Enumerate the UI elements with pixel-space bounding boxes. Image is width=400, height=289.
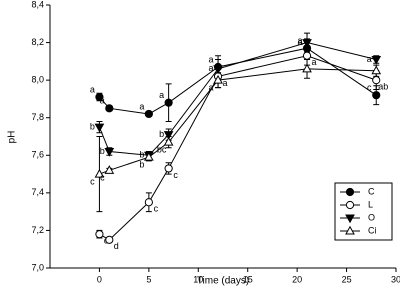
significance-letter: a [209,54,214,64]
y-tick-label: 7,8 [31,112,44,122]
significance-letter: a [90,84,95,94]
legend-label: O [368,212,375,222]
y-tick-label: 7,6 [31,150,44,160]
data-point [104,165,115,174]
data-point [164,98,173,107]
data-point [164,164,173,173]
significance-letter: b [139,150,144,160]
data-point [371,55,382,65]
data-point [105,235,114,244]
significance-letter: a [312,57,317,67]
data-point [94,168,105,178]
significance-letter: bc [157,145,167,155]
significance-letter: a [367,54,372,64]
series-line [98,42,377,156]
x-tick-label: 25 [342,274,352,284]
significance-letter: a [159,90,164,100]
significance-letter: c [367,83,372,93]
y-tick-label: 8,0 [31,75,44,85]
y-axis-title: pH [7,131,18,144]
significance-letter: d [114,241,119,251]
significance-letter: c [90,176,95,186]
significance-letter: b [159,129,164,139]
legend-marker [345,225,355,235]
data-point [302,39,312,48]
data-point [372,91,381,100]
x-axis-title: Time (days) [197,276,249,287]
legend-label: C [368,186,375,196]
data-point [213,65,223,75]
data-point [144,198,153,207]
data-point [144,151,154,161]
significance-letter: b [90,121,95,131]
legend-marker [345,214,355,224]
data-point [213,74,223,84]
x-tick-label: 20 [292,274,302,284]
significance-letter: ab [378,82,388,92]
significance-letter: a [100,96,105,106]
y-tick-label: 7,0 [31,262,44,272]
data-point [104,148,115,157]
legend-marker [345,200,355,210]
significance-letter: b [100,146,105,156]
legend-marker [345,187,355,197]
data-point [95,230,104,239]
y-tick-label: 7,2 [31,225,44,235]
x-tick-label: 0 [97,274,102,284]
legend-label: Ci [368,225,377,235]
data-point [163,136,174,146]
data-point [94,123,105,133]
y-tick-label: 8,2 [31,37,44,47]
significance-letter: a [209,63,214,73]
legend: CLO Ci [334,182,393,241]
legend-label: L [368,199,373,209]
y-tick-label: 8,4 [31,0,44,9]
significance-letter: a [298,37,303,47]
significance-letter: c [100,173,105,183]
data-point [95,92,104,102]
significance-letter: c [154,204,159,214]
data-point [372,76,381,85]
data-point [302,51,312,60]
data-point [105,104,114,113]
x-tick-label: 10 [193,274,203,284]
data-point [302,63,312,73]
x-tick-label: 30 [391,274,400,284]
significance-letter: a [298,36,303,46]
y-tick-label: 7,4 [31,187,44,197]
significance-letter: c [173,170,178,180]
x-tick-label: 5 [146,274,151,284]
significance-letter: b [139,160,144,170]
significance-letter: a [139,101,144,111]
x-tick-label: 15 [243,274,253,284]
data-point [163,131,174,140]
data-point [371,65,382,75]
data-point [144,109,153,119]
significance-letter: a [223,78,228,88]
significance-letter: a [209,83,214,93]
